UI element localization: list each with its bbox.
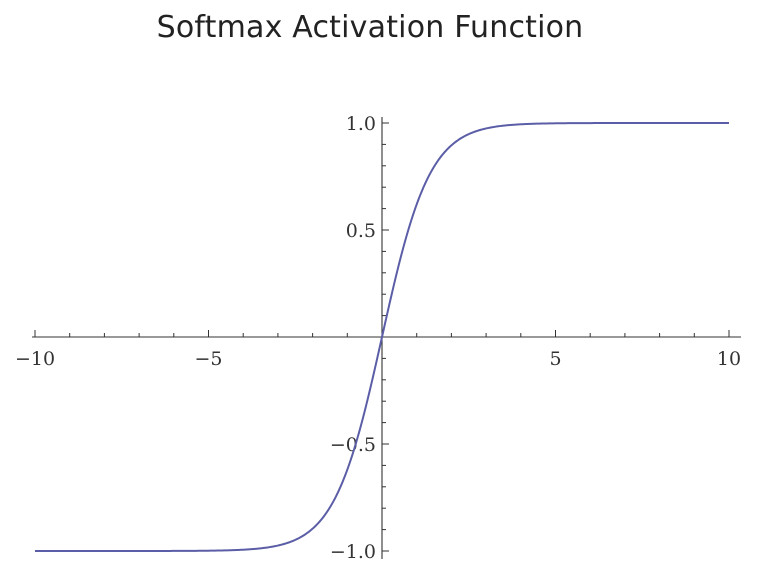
ticks: [34, 122, 730, 552]
series-layer: [35, 122, 729, 552]
y-tick-label: −0.5: [330, 434, 376, 456]
x-tick-label: −5: [194, 348, 222, 370]
x-tick-label: −10: [15, 348, 55, 370]
tick-labels: −10 −5 5 10 1.0 0.5 −0.5 −1.0: [15, 113, 741, 563]
x-tick-label: 5: [549, 348, 561, 370]
axes: [32, 117, 741, 559]
y-tick-label: −1.0: [330, 541, 376, 563]
chart-title: Softmax Activation Function: [156, 10, 584, 45]
y-tick-label: 1.0: [346, 113, 376, 135]
y-tick-label: 0.5: [346, 220, 376, 242]
x-tick-label: 10: [717, 348, 741, 370]
series-line: [35, 122, 729, 552]
